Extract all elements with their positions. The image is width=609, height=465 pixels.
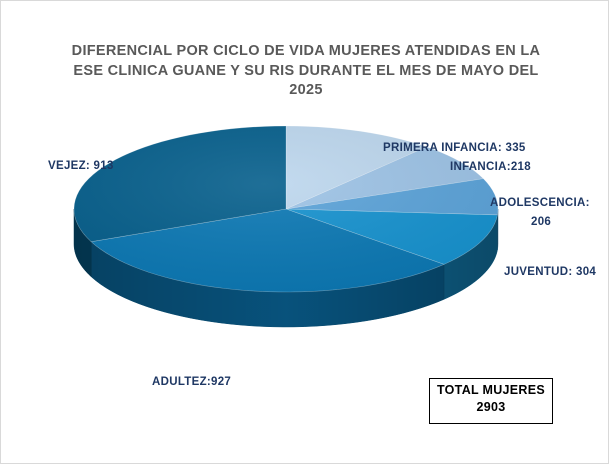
pie-side-shading	[74, 209, 498, 327]
chart-title: DIFERENCIAL POR CICLO DE VIDA MUJERES AT…	[71, 43, 541, 98]
total-box: TOTAL MUJERES 2903	[429, 378, 553, 424]
label-vejez: VEJEZ: 913	[48, 160, 114, 172]
pie-top-shine	[74, 126, 498, 292]
label-adultez: ADULTEZ:927	[152, 376, 232, 388]
total-value: 2903	[476, 400, 506, 414]
label-primera-infancia: PRIMERA INFANCIA: 335	[383, 142, 526, 154]
label-juventud: JUVENTUD: 304	[504, 266, 597, 278]
total-label: TOTAL MUJERES	[436, 383, 546, 397]
label-infancia: INFANCIA:218	[450, 161, 531, 173]
label-adolescencia-value: 206	[531, 216, 552, 228]
label-adolescencia: ADOLESCENCIA:	[490, 197, 590, 209]
